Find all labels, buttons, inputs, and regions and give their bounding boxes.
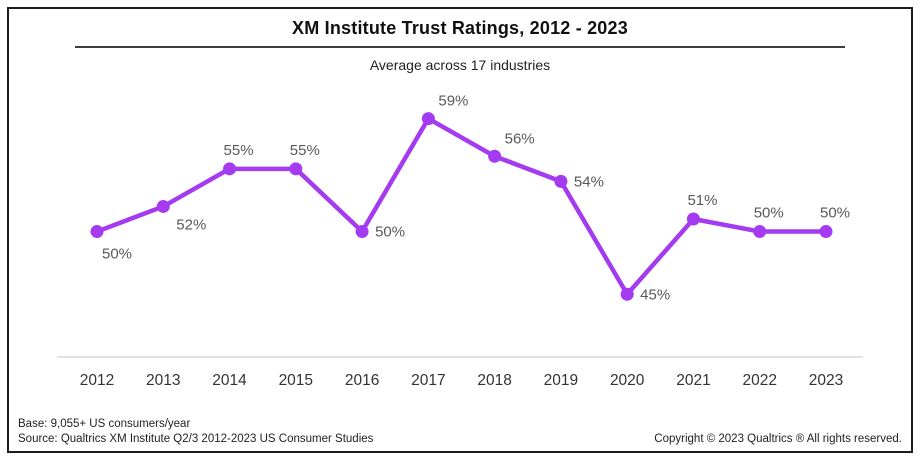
trend-chart-svg: 50% 2012 52% 2013 55% 2014 55% 2015 50% 2016 59% 20… — [57, 93, 863, 389]
footer-base-note: Base: 9,055+ US consumers/year — [18, 418, 191, 431]
x-axis-label: 2017 — [411, 372, 445, 389]
data-point-label: 55% — [224, 142, 254, 159]
x-axis-label: 2019 — [544, 372, 578, 389]
data-point-label: 50% — [820, 205, 850, 222]
x-axis-label: 2020 — [610, 372, 645, 389]
data-point-label: 54% — [574, 173, 604, 190]
footer-copyright: Copyright © 2023 Qualtrics ® All rights … — [654, 432, 902, 445]
x-axis-label: 2023 — [809, 372, 843, 389]
footer-notes: Base: 9,055+ US consumers/year Source: Q… — [18, 417, 373, 446]
data-point-label: 50% — [375, 224, 405, 241]
x-axis-label: 2013 — [146, 372, 180, 389]
chart-subtitle: Average across 17 industries — [369, 57, 551, 73]
data-point — [488, 149, 502, 163]
x-axis-label: 2016 — [345, 372, 379, 389]
data-point-label: 51% — [687, 192, 717, 209]
x-axis-label: 2021 — [676, 372, 710, 389]
data-point-label: 45% — [640, 286, 670, 303]
data-point — [355, 225, 369, 239]
data-point-label: 50% — [754, 205, 784, 222]
data-point — [156, 199, 170, 213]
data-point-label: 59% — [438, 93, 468, 110]
chart-area: 50% 2012 52% 2013 55% 2014 55% 2015 50% 2016 59% 20… — [9, 73, 911, 403]
footer-source-note: Source: Qualtrics XM Institute Q2/3 2012… — [18, 432, 374, 445]
data-point-label: 55% — [290, 142, 320, 159]
data-point — [686, 212, 700, 226]
data-point — [223, 162, 237, 176]
x-axis-label: 2022 — [742, 372, 776, 389]
chart-title: XM Institute Trust Ratings, 2012 - 2023 — [292, 18, 628, 38]
x-axis-label: 2012 — [80, 372, 114, 389]
data-point — [819, 225, 833, 239]
data-point — [421, 112, 435, 126]
data-point — [620, 287, 634, 301]
data-point-label: 50% — [102, 246, 132, 263]
data-point — [90, 225, 104, 239]
x-axis-label: 2014 — [212, 372, 247, 389]
trend-line — [94, 116, 829, 297]
title-divider — [75, 46, 845, 48]
chart-footer: Base: 9,055+ US consumers/year Source: Q… — [9, 417, 911, 451]
data-point — [289, 162, 303, 176]
page-frame: XM Institute Trust Ratings, 2012 - 2023 … — [7, 7, 913, 453]
x-axis-label: 2015 — [279, 372, 313, 389]
chart-header: XM Institute Trust Ratings, 2012 - 2023 … — [9, 9, 911, 73]
data-point-label: 56% — [505, 130, 535, 147]
data-point — [753, 225, 767, 239]
x-axis-label: 2018 — [477, 372, 511, 389]
data-point-label: 52% — [176, 216, 206, 233]
data-point — [554, 174, 568, 188]
